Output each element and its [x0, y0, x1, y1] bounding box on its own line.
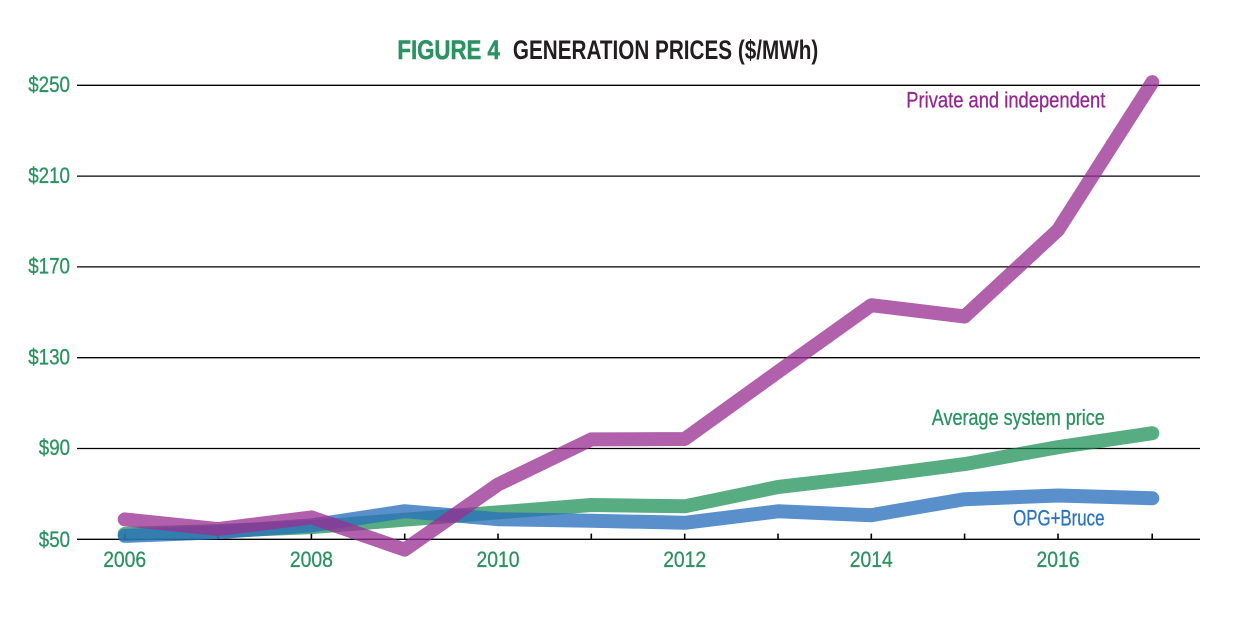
svg-text:2006: 2006 — [103, 547, 146, 572]
svg-text:2008: 2008 — [290, 547, 333, 572]
svg-text:Average system price: Average system price — [932, 405, 1105, 430]
svg-text:$50: $50 — [39, 527, 70, 552]
svg-text:$170: $170 — [28, 254, 70, 279]
svg-text:2014: 2014 — [850, 547, 893, 572]
svg-text:$210: $210 — [28, 163, 70, 188]
svg-text:FIGURE 4: FIGURE 4 — [397, 35, 500, 65]
svg-text:GENERATION PRICES ($/MWh): GENERATION PRICES ($/MWh) — [513, 35, 818, 65]
svg-text:$130: $130 — [28, 345, 70, 370]
svg-text:$250: $250 — [28, 72, 70, 97]
svg-text:2016: 2016 — [1037, 547, 1080, 572]
svg-text:2010: 2010 — [477, 547, 520, 572]
svg-text:OPG+Bruce: OPG+Bruce — [1013, 506, 1104, 531]
svg-text:2012: 2012 — [663, 547, 706, 572]
svg-text:$90: $90 — [39, 435, 70, 460]
svg-text:Private and independent: Private and independent — [906, 87, 1105, 112]
